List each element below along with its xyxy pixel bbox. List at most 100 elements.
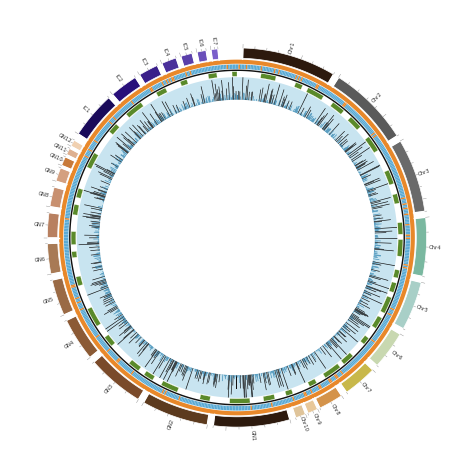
Polygon shape — [151, 122, 156, 129]
Polygon shape — [305, 110, 311, 120]
Polygon shape — [109, 287, 110, 288]
Polygon shape — [213, 372, 216, 385]
Polygon shape — [125, 105, 128, 109]
Polygon shape — [109, 185, 111, 187]
Polygon shape — [299, 113, 301, 116]
Polygon shape — [278, 367, 279, 369]
Polygon shape — [355, 304, 360, 307]
Polygon shape — [218, 66, 219, 70]
Polygon shape — [257, 405, 260, 409]
Polygon shape — [316, 85, 319, 89]
Polygon shape — [181, 104, 185, 112]
Polygon shape — [147, 133, 149, 134]
Polygon shape — [163, 114, 167, 121]
Polygon shape — [368, 200, 371, 202]
Polygon shape — [197, 69, 199, 74]
Polygon shape — [346, 318, 360, 328]
Polygon shape — [214, 66, 217, 70]
Polygon shape — [355, 357, 359, 361]
Polygon shape — [285, 364, 287, 368]
Polygon shape — [234, 65, 236, 69]
Polygon shape — [110, 301, 117, 305]
Polygon shape — [216, 405, 218, 409]
Polygon shape — [400, 193, 405, 195]
Polygon shape — [303, 78, 306, 83]
Polygon shape — [82, 160, 86, 163]
Polygon shape — [266, 103, 267, 104]
Polygon shape — [95, 265, 104, 267]
Polygon shape — [73, 204, 79, 215]
Polygon shape — [315, 387, 342, 408]
Polygon shape — [92, 276, 107, 280]
Polygon shape — [343, 322, 344, 323]
Polygon shape — [286, 72, 289, 77]
Polygon shape — [98, 133, 102, 137]
Polygon shape — [371, 215, 382, 217]
Polygon shape — [216, 372, 218, 378]
Polygon shape — [289, 105, 292, 112]
Polygon shape — [369, 201, 381, 205]
Polygon shape — [364, 187, 365, 188]
Polygon shape — [371, 262, 380, 265]
Polygon shape — [126, 103, 144, 118]
Polygon shape — [74, 177, 79, 180]
Polygon shape — [116, 142, 130, 154]
Polygon shape — [140, 141, 141, 142]
Polygon shape — [141, 338, 146, 343]
Polygon shape — [252, 372, 254, 383]
Polygon shape — [243, 48, 334, 83]
Polygon shape — [405, 248, 410, 249]
Polygon shape — [308, 353, 310, 357]
Polygon shape — [373, 240, 381, 241]
Polygon shape — [266, 67, 269, 72]
Text: Chr8: Chr8 — [330, 403, 340, 417]
Polygon shape — [207, 370, 208, 374]
Polygon shape — [405, 228, 410, 230]
Polygon shape — [67, 270, 72, 272]
Polygon shape — [358, 166, 379, 177]
Polygon shape — [343, 142, 356, 153]
Polygon shape — [265, 404, 267, 408]
Polygon shape — [240, 65, 242, 69]
Polygon shape — [368, 342, 373, 346]
Polygon shape — [316, 386, 319, 390]
Polygon shape — [253, 65, 255, 70]
Polygon shape — [314, 349, 316, 352]
Polygon shape — [328, 339, 329, 340]
Polygon shape — [404, 256, 409, 258]
Polygon shape — [369, 203, 371, 204]
Polygon shape — [372, 255, 381, 256]
Polygon shape — [208, 103, 209, 104]
Polygon shape — [148, 88, 151, 93]
Polygon shape — [116, 167, 119, 170]
Polygon shape — [121, 108, 125, 112]
Polygon shape — [106, 278, 107, 279]
Polygon shape — [255, 372, 256, 382]
Polygon shape — [360, 176, 367, 180]
Polygon shape — [248, 373, 249, 385]
Polygon shape — [158, 388, 162, 392]
Polygon shape — [169, 393, 173, 398]
Polygon shape — [356, 172, 357, 173]
Polygon shape — [175, 115, 176, 116]
Polygon shape — [378, 328, 383, 332]
Polygon shape — [169, 359, 175, 370]
Polygon shape — [366, 126, 371, 130]
Polygon shape — [200, 68, 202, 73]
Polygon shape — [157, 350, 162, 357]
Polygon shape — [360, 294, 363, 296]
Polygon shape — [115, 114, 119, 118]
Polygon shape — [228, 373, 230, 398]
Polygon shape — [371, 259, 373, 260]
Polygon shape — [64, 240, 68, 242]
Polygon shape — [279, 106, 280, 108]
Polygon shape — [114, 115, 118, 119]
Polygon shape — [98, 241, 101, 242]
Polygon shape — [134, 142, 137, 145]
Polygon shape — [231, 97, 232, 102]
Polygon shape — [382, 148, 386, 152]
Polygon shape — [332, 334, 340, 342]
Polygon shape — [148, 129, 151, 133]
Polygon shape — [93, 255, 102, 256]
Polygon shape — [137, 330, 138, 331]
